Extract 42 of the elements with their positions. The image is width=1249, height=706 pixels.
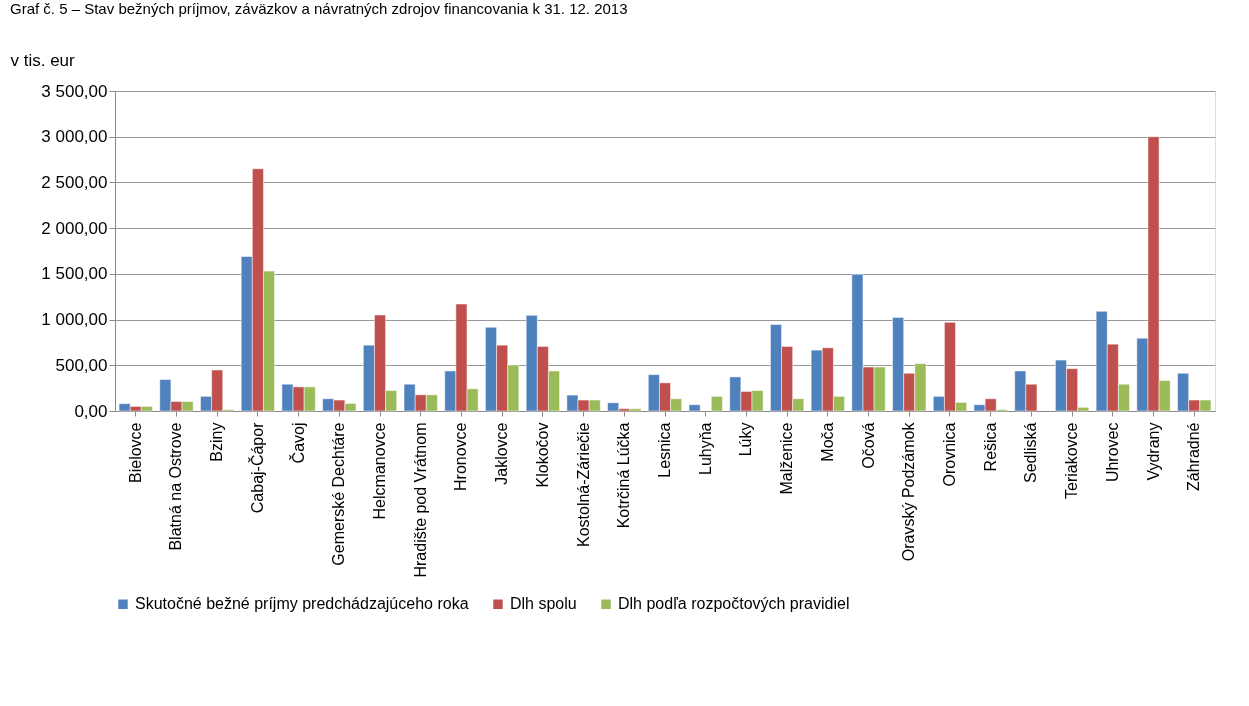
- x-tick-label: Luhyňa: [696, 422, 714, 475]
- x-tick-label: Kotrčiná Lúčka: [615, 422, 633, 529]
- x-tick-label: Čavoj: [288, 422, 307, 464]
- legend-label: Dlh podľa rozpočtových pravidiel: [618, 595, 850, 613]
- x-tick-label: Sedliská: [1022, 422, 1040, 483]
- x-tick-label: Gemerské Dechtáre: [330, 422, 348, 566]
- y-tick-label: 3 000,00: [41, 127, 108, 147]
- x-tick-label: Kostolná-Záriečie: [574, 422, 592, 547]
- x-tick-label: Bielovce: [126, 422, 144, 483]
- y-tick-label: 0,00: [74, 401, 108, 421]
- y-tick-label: 1 000,00: [41, 310, 108, 330]
- x-tick-label: Helcmanovce: [371, 422, 389, 520]
- legend-label: Dlh spolu: [510, 595, 577, 613]
- x-tick-label: Klokočov: [533, 422, 551, 488]
- x-tick-label: Bziny: [208, 422, 226, 462]
- y-tick-label: 3 500,00: [41, 81, 108, 101]
- x-tick-label: Oravský Podzámok: [900, 421, 918, 562]
- bar: [711, 396, 723, 412]
- x-tick-label: Orovnica: [940, 422, 958, 487]
- x-tick-label: Očová: [859, 422, 877, 469]
- x-tick-label: Záhradné: [1185, 422, 1203, 491]
- x-tick-label: Hradište pod Vrátnom: [411, 422, 429, 578]
- x-tick-label: Lúky: [737, 422, 755, 457]
- x-tick-label: Moča: [818, 422, 836, 462]
- x-tick-label: Blatná na Ostrove: [167, 422, 185, 551]
- x-tick-label: Hronovce: [452, 422, 470, 491]
- x-tick-label: Teriakovce: [1063, 422, 1081, 499]
- x-tick-label: Malženice: [778, 422, 796, 495]
- y-tick-label: 1 500,00: [41, 264, 108, 284]
- chart-title: Graf č. 5 – Stav bežných príjmov, záväzkov a návratných zdrojov financovania k 31. 12. 2013: [10, 0, 628, 17]
- x-tick-label: Uhrovec: [1103, 422, 1121, 483]
- x-tick-label: Jaklovce: [493, 422, 511, 485]
- y-tick-label: 2 000,00: [41, 218, 108, 238]
- y-tick-label: 500,00: [55, 355, 108, 375]
- y-tick-label: 2 500,00: [41, 172, 108, 192]
- x-tick-label: Rešica: [981, 422, 999, 472]
- legend-label: Skutočné bežné príjmy predchádzajúceho roka: [135, 595, 469, 613]
- x-tick-label: Cabaj-Čápor: [247, 421, 266, 514]
- y-axis-title: v tis. eur: [10, 50, 76, 70]
- bar: [688, 404, 701, 412]
- x-tick-label: Vydrany: [1144, 422, 1162, 481]
- x-tick-label: Lesnica: [656, 422, 673, 478]
